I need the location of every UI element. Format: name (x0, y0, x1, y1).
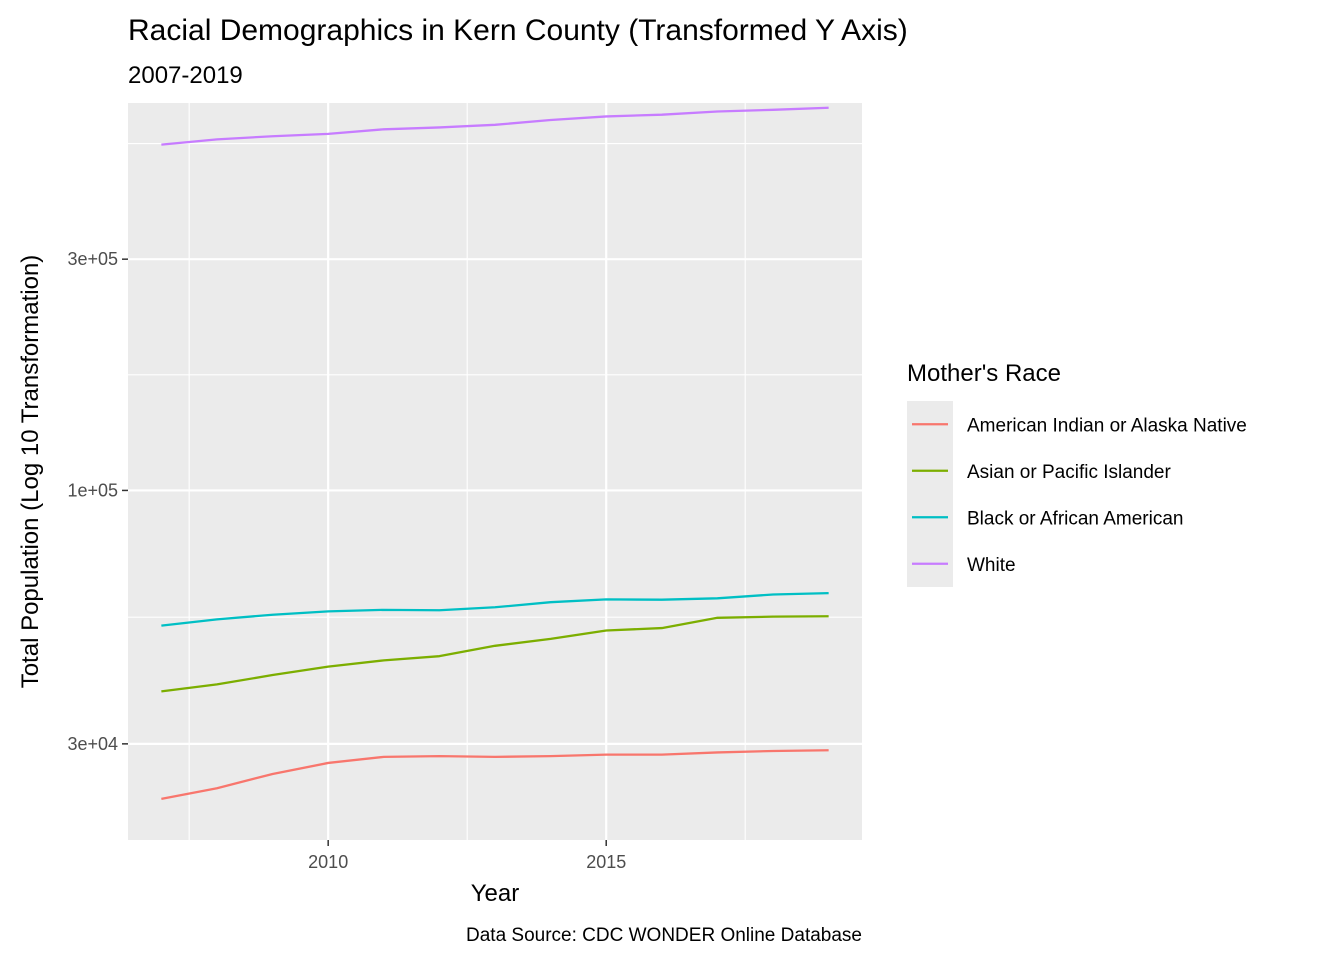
x-tick-label: 2015 (586, 852, 626, 872)
legend: Mother's Race American Indian or Alaska … (907, 360, 1247, 587)
series-line-black-or-african-american (161, 591, 829, 627)
chart-caption: Data Source: CDC WONDER Online Database (466, 925, 862, 946)
legend-label: American Indian or Alaska Native (967, 415, 1247, 436)
series-line-asian-or-pacific-islander (161, 615, 829, 693)
plot-panel (128, 103, 862, 840)
legend-item-white: White (907, 540, 1016, 587)
chart-title: Racial Demographics in Kern County (Tran… (128, 14, 908, 47)
y-axis: 3e+04 1e+05 3e+05 (67, 249, 128, 754)
y-tick-label: 3e+04 (67, 734, 118, 754)
chart-subtitle: 2007-2019 (128, 62, 243, 89)
legend-items: American Indian or Alaska Native Asian or… (907, 401, 1247, 587)
y-tick-label: 1e+05 (67, 480, 118, 500)
x-axis: 2010 2015 (308, 840, 626, 872)
legend-item-american-indian-or-alaska-native: American Indian or Alaska Native (907, 401, 1247, 448)
legend-label: White (967, 555, 1016, 576)
x-tick-label: 2010 (308, 852, 348, 872)
series-lines (161, 106, 829, 800)
legend-label: Asian or Pacific Islander (967, 462, 1171, 483)
x-axis-title: Year (471, 880, 520, 907)
grid-major (128, 103, 862, 840)
legend-item-asian-or-pacific-islander: Asian or Pacific Islander (907, 447, 1171, 494)
y-tick-label: 3e+05 (67, 249, 118, 269)
legend-item-black-or-african-american: Black or African American (907, 494, 1183, 541)
series-line-american-indian-or-alaska-native (161, 749, 829, 800)
y-axis-title: Total Population (Log 10 Transformation) (17, 255, 44, 689)
legend-label: Black or African American (967, 508, 1183, 529)
legend-title: Mother's Race (907, 360, 1061, 387)
series-line-white (161, 106, 829, 146)
